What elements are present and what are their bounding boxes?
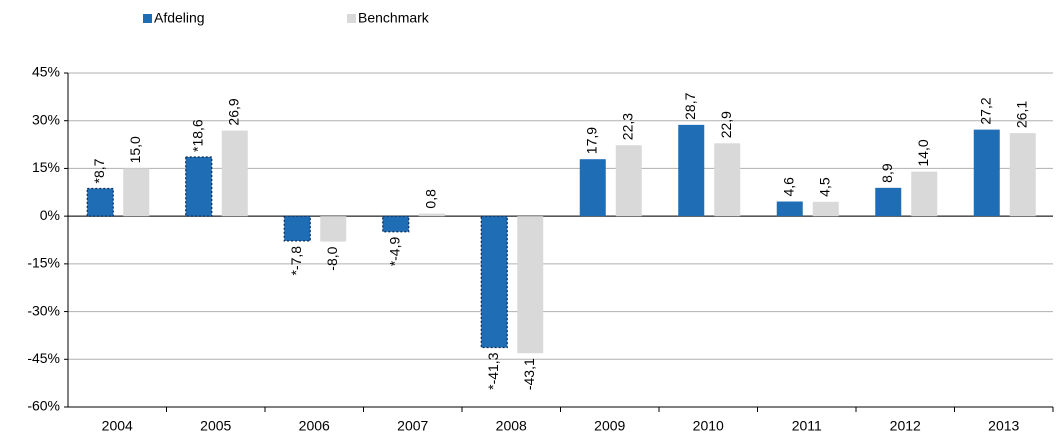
data-label: 15,0 bbox=[127, 136, 143, 163]
x-tick-label: 2012 bbox=[890, 418, 921, 434]
x-tick-label: 2013 bbox=[988, 418, 1019, 434]
x-tick-label: 2005 bbox=[200, 418, 231, 434]
data-label: 4,6 bbox=[780, 177, 796, 197]
y-tick-label: 15% bbox=[32, 159, 60, 175]
y-tick-label: -45% bbox=[27, 350, 60, 366]
legend-label: Afdeling bbox=[154, 10, 205, 26]
legend-swatch bbox=[143, 14, 152, 23]
x-tick-label: 2011 bbox=[792, 418, 822, 434]
bar bbox=[418, 213, 445, 217]
bar bbox=[382, 215, 410, 233]
y-tick-label: 45% bbox=[32, 64, 60, 80]
data-label: -43,1 bbox=[521, 358, 537, 390]
bar bbox=[86, 187, 114, 217]
y-tick-label: -60% bbox=[27, 398, 60, 414]
legend-swatch bbox=[347, 14, 356, 23]
data-label: *18,6 bbox=[189, 119, 205, 152]
bar bbox=[283, 215, 311, 242]
data-label: 28,7 bbox=[682, 92, 698, 119]
bar bbox=[579, 159, 606, 217]
bar bbox=[123, 168, 150, 217]
data-label: *-41,3 bbox=[485, 352, 501, 390]
bar bbox=[480, 215, 508, 349]
x-tick-label: 2007 bbox=[397, 418, 428, 434]
bar bbox=[320, 216, 347, 242]
data-label: *8,7 bbox=[91, 158, 107, 183]
data-label: 0,8 bbox=[422, 189, 438, 209]
bar bbox=[615, 145, 642, 217]
bar bbox=[1009, 133, 1036, 217]
data-label: -8,0 bbox=[324, 246, 340, 270]
bar bbox=[875, 187, 902, 217]
x-tick-label: 2009 bbox=[594, 418, 625, 434]
data-label: 22,3 bbox=[619, 113, 635, 140]
data-label: 17,9 bbox=[583, 127, 599, 154]
bar bbox=[185, 156, 213, 217]
bar bbox=[221, 130, 248, 217]
y-tick-label: -30% bbox=[27, 302, 60, 318]
bar bbox=[517, 216, 544, 354]
data-label: 26,9 bbox=[225, 98, 241, 125]
x-tick-label: 2008 bbox=[496, 418, 527, 434]
x-tick-label: 2004 bbox=[102, 418, 133, 434]
data-label: 22,9 bbox=[718, 111, 734, 138]
y-tick-label: 0% bbox=[40, 207, 60, 223]
data-label: 4,5 bbox=[816, 177, 832, 197]
data-label: *-4,9 bbox=[386, 237, 402, 267]
data-label: 8,9 bbox=[879, 163, 895, 183]
bar bbox=[678, 124, 705, 217]
bar bbox=[812, 201, 839, 217]
bar bbox=[776, 201, 803, 217]
bar bbox=[973, 129, 1000, 217]
legend-label: Benchmark bbox=[358, 10, 430, 26]
y-tick-label: 30% bbox=[32, 111, 60, 127]
x-tick-label: 2010 bbox=[693, 418, 724, 434]
y-tick-label: -15% bbox=[27, 255, 60, 271]
x-tick-label: 2006 bbox=[299, 418, 330, 434]
data-label: 14,0 bbox=[915, 139, 931, 166]
data-label: *-7,8 bbox=[288, 246, 304, 276]
bar bbox=[911, 171, 938, 217]
bar bbox=[714, 143, 741, 217]
data-label: 27,2 bbox=[977, 97, 993, 124]
data-label: 26,1 bbox=[1013, 101, 1029, 128]
